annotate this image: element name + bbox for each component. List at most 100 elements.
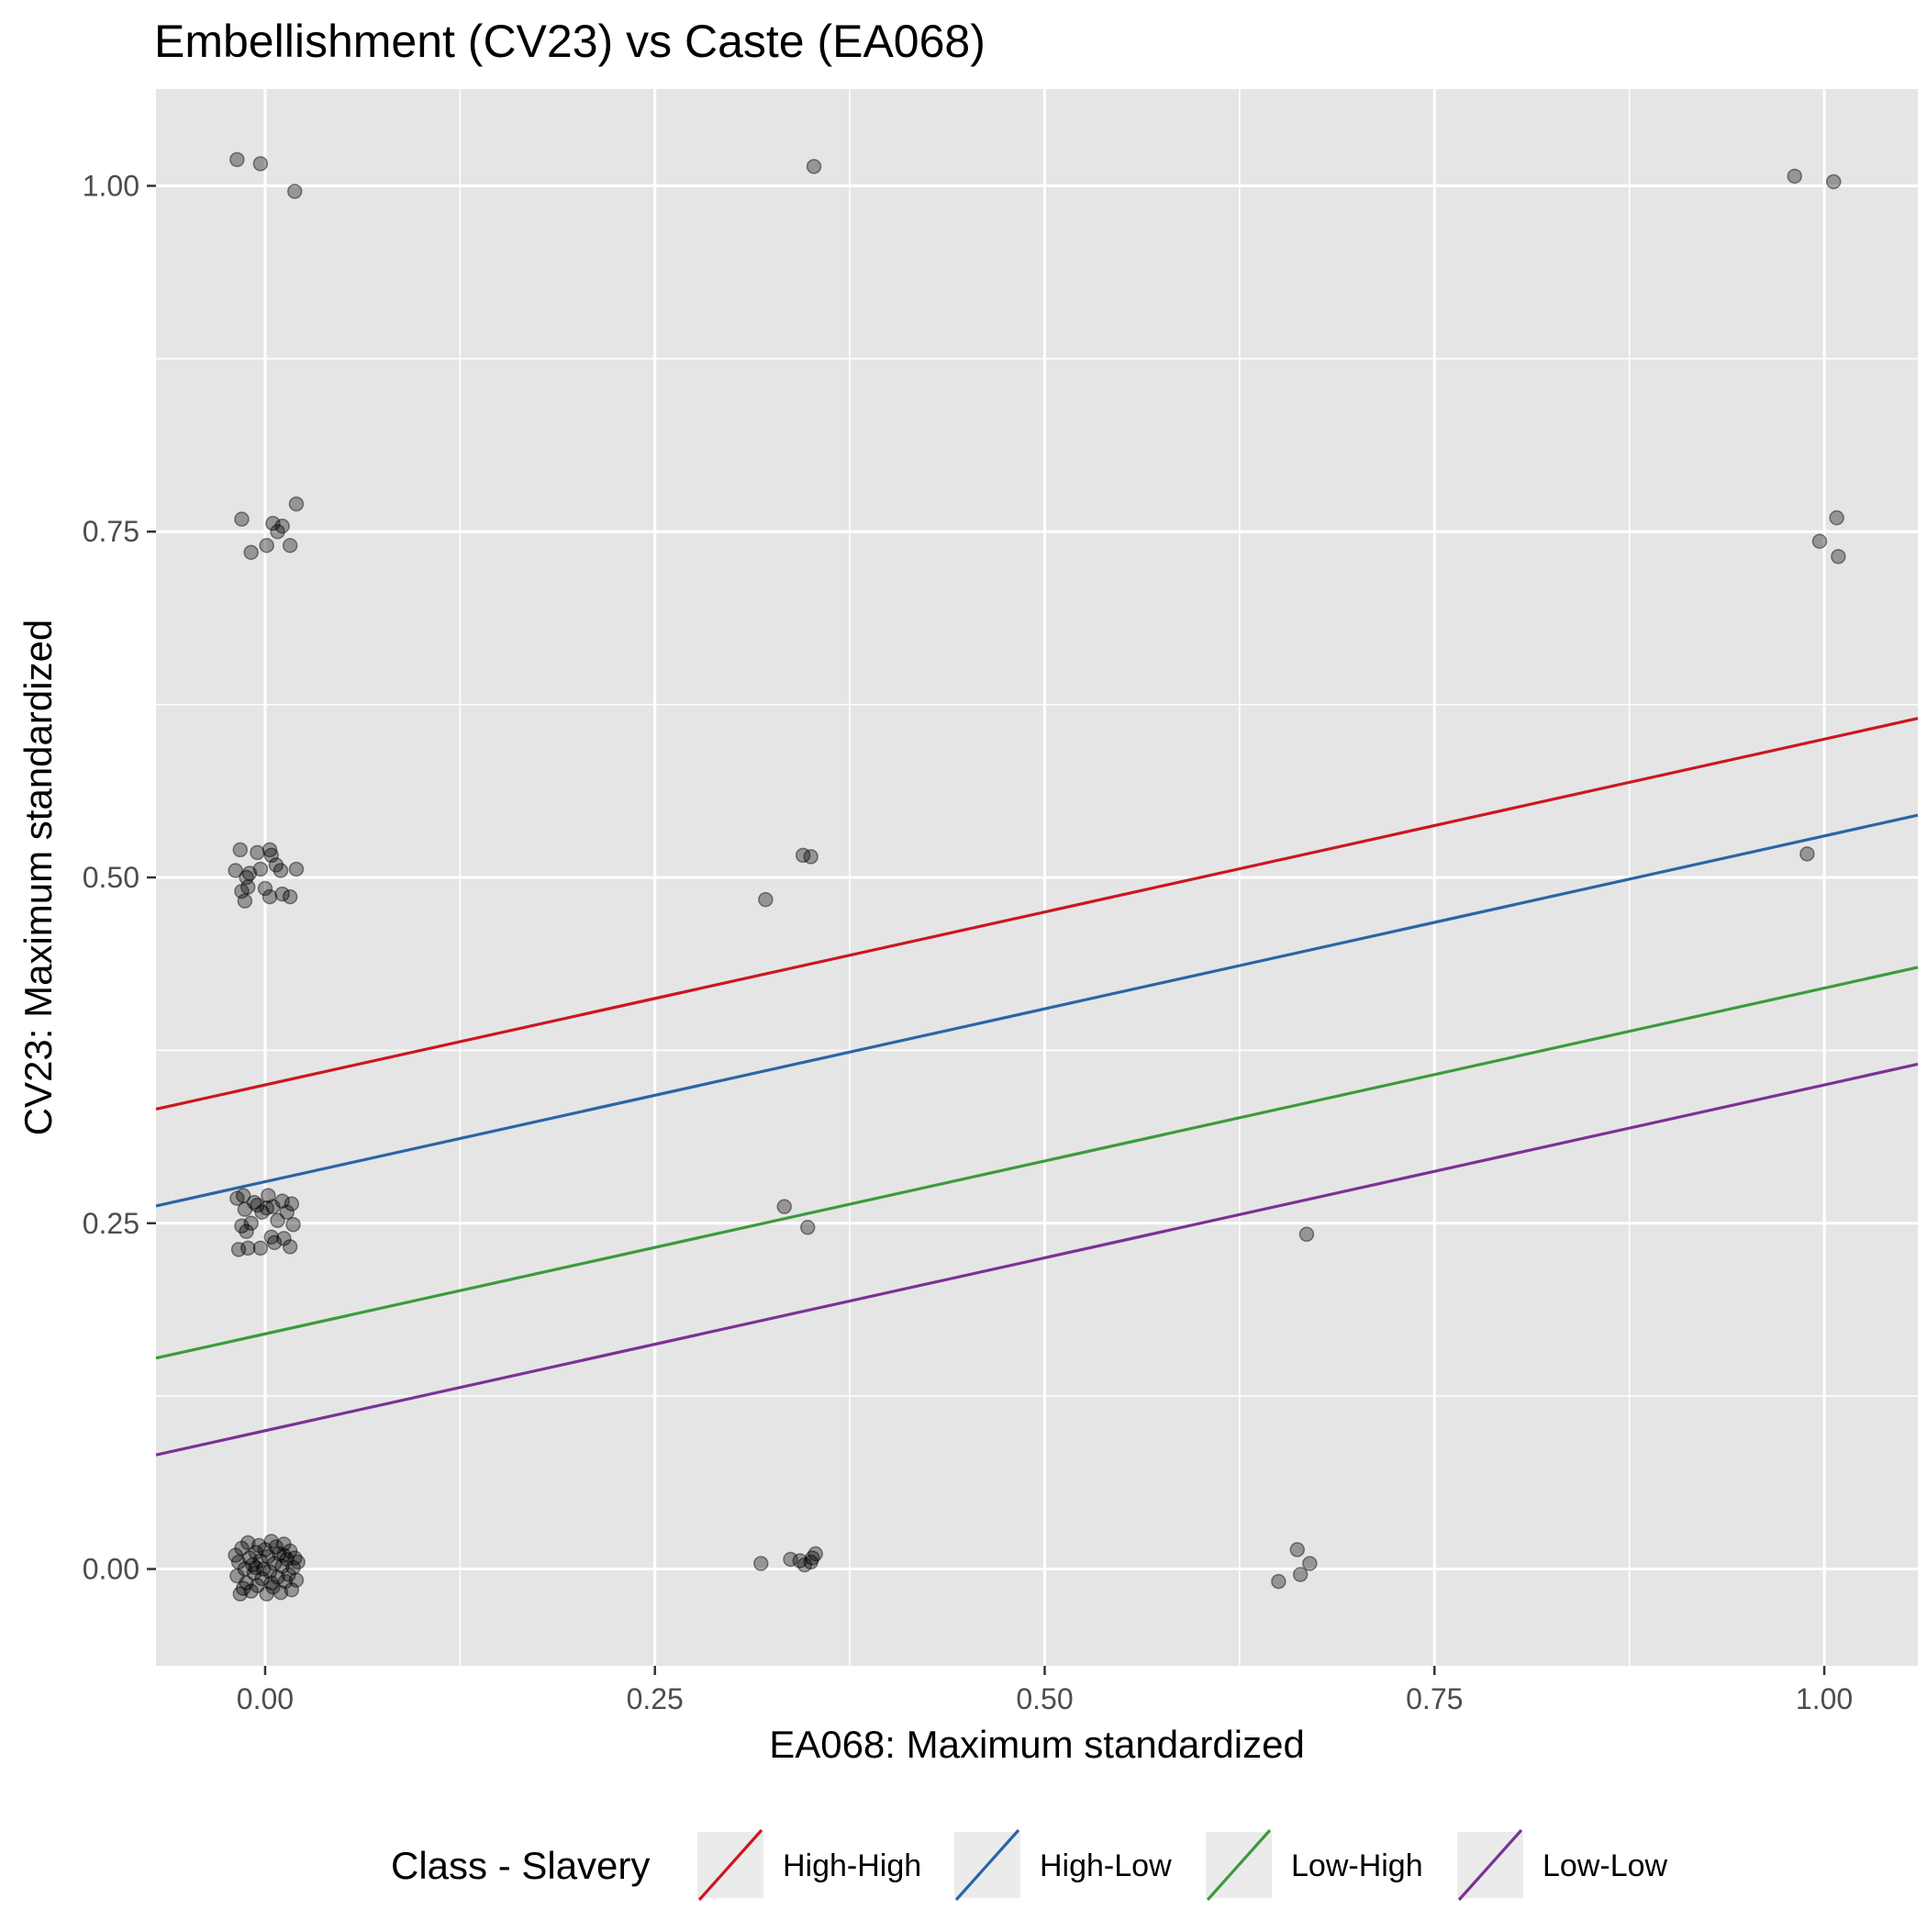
data-point (250, 1197, 265, 1213)
data-point (279, 1551, 295, 1568)
data-point (237, 1561, 253, 1577)
data-point (1811, 533, 1828, 550)
data-point (268, 1539, 284, 1555)
data-point (273, 1584, 289, 1601)
series-line-high-high (155, 717, 1919, 1111)
data-point (237, 1201, 253, 1217)
legend-label-low-low: Low-Low (1543, 1848, 1668, 1883)
grid-major (156, 89, 1918, 1666)
data-point (274, 518, 290, 534)
data-point (246, 1565, 262, 1581)
data-point (282, 538, 298, 553)
data-point (263, 1229, 279, 1245)
data-point (271, 1546, 287, 1562)
data-point (806, 159, 822, 174)
data-point (261, 1548, 276, 1565)
data-point (279, 1204, 295, 1220)
data-point (282, 888, 298, 905)
data-point (252, 156, 269, 172)
y-axis-title: CV23: Maximum standardized (17, 620, 60, 1136)
data-point (239, 1535, 256, 1551)
data-point (257, 1542, 273, 1558)
data-point (263, 847, 279, 864)
data-point (251, 1537, 267, 1554)
legend-key-line (697, 1828, 763, 1902)
data-point (1292, 1567, 1309, 1582)
data-point (252, 1553, 269, 1569)
data-point (230, 1554, 247, 1570)
data-point (241, 1550, 258, 1566)
data-point (808, 1546, 823, 1562)
data-point (234, 883, 250, 899)
data-point (248, 1545, 263, 1560)
series-line-high-low (155, 813, 1919, 1208)
axis-ticks: 0.00 0.25 0.50 0.75 1.00 0.00 0.25 0.50 0.75 1.00 (83, 169, 1853, 1715)
data-point (229, 1568, 245, 1584)
data-point (255, 1561, 272, 1577)
data-point (803, 849, 819, 865)
data-point (1289, 1542, 1306, 1558)
data-point (262, 842, 278, 858)
data-point (1271, 1573, 1287, 1590)
data-point (228, 863, 243, 878)
data-point (783, 1551, 798, 1568)
data-point (799, 1220, 816, 1235)
x-tick-label: 0.25 (627, 1682, 684, 1715)
data-point (261, 1188, 276, 1203)
data-point (284, 1196, 300, 1212)
data-point (270, 1212, 285, 1228)
data-point (1829, 509, 1844, 526)
data-point (288, 496, 305, 512)
data-point (288, 1572, 305, 1588)
data-point (1831, 549, 1846, 564)
data-point (274, 1558, 290, 1574)
data-point (259, 1200, 274, 1216)
legend-label-high-high: High-High (783, 1848, 921, 1883)
data-point (796, 1557, 813, 1573)
data-point (270, 1569, 285, 1585)
scatter-points (228, 151, 1846, 1602)
legend-key-line (1457, 1828, 1523, 1902)
data-point (282, 1543, 298, 1559)
data-point (234, 1218, 250, 1234)
data-point (273, 863, 289, 878)
y-tick-label: 0.00 (83, 1553, 139, 1586)
data-point (290, 1554, 306, 1570)
data-point (263, 1575, 279, 1591)
y-tick-label: 1.00 (83, 169, 139, 202)
data-point (266, 1234, 283, 1251)
data-point (758, 891, 774, 908)
data-point (248, 1559, 263, 1576)
data-point (276, 1536, 292, 1552)
data-point (270, 523, 285, 540)
regression-lines (155, 717, 1919, 1457)
data-point (239, 869, 254, 886)
x-tick-label: 1.00 (1796, 1682, 1853, 1715)
series-line-low-high (155, 966, 1919, 1360)
data-point (276, 1231, 292, 1246)
data-point (250, 1578, 265, 1593)
x-axis-title: EA068: Maximum standardized (769, 1723, 1305, 1766)
data-point (266, 1556, 283, 1571)
data-point (254, 1570, 270, 1587)
data-point (284, 1581, 300, 1598)
data-point (265, 1579, 281, 1595)
x-tick-label: 0.75 (1406, 1682, 1463, 1715)
data-point (277, 1573, 294, 1590)
data-point (285, 1559, 301, 1576)
data-point (235, 1188, 251, 1203)
data-point (795, 847, 811, 864)
data-point (234, 511, 250, 527)
data-point (229, 151, 245, 168)
data-point (239, 1223, 254, 1240)
data-point (1825, 173, 1842, 190)
data-point (286, 184, 303, 199)
series-line-low-low (155, 1062, 1919, 1457)
data-point (265, 1199, 281, 1214)
x-tick-label: 0.00 (237, 1682, 294, 1715)
data-point (274, 886, 290, 902)
data-point (230, 1242, 247, 1257)
data-point (252, 1240, 269, 1256)
